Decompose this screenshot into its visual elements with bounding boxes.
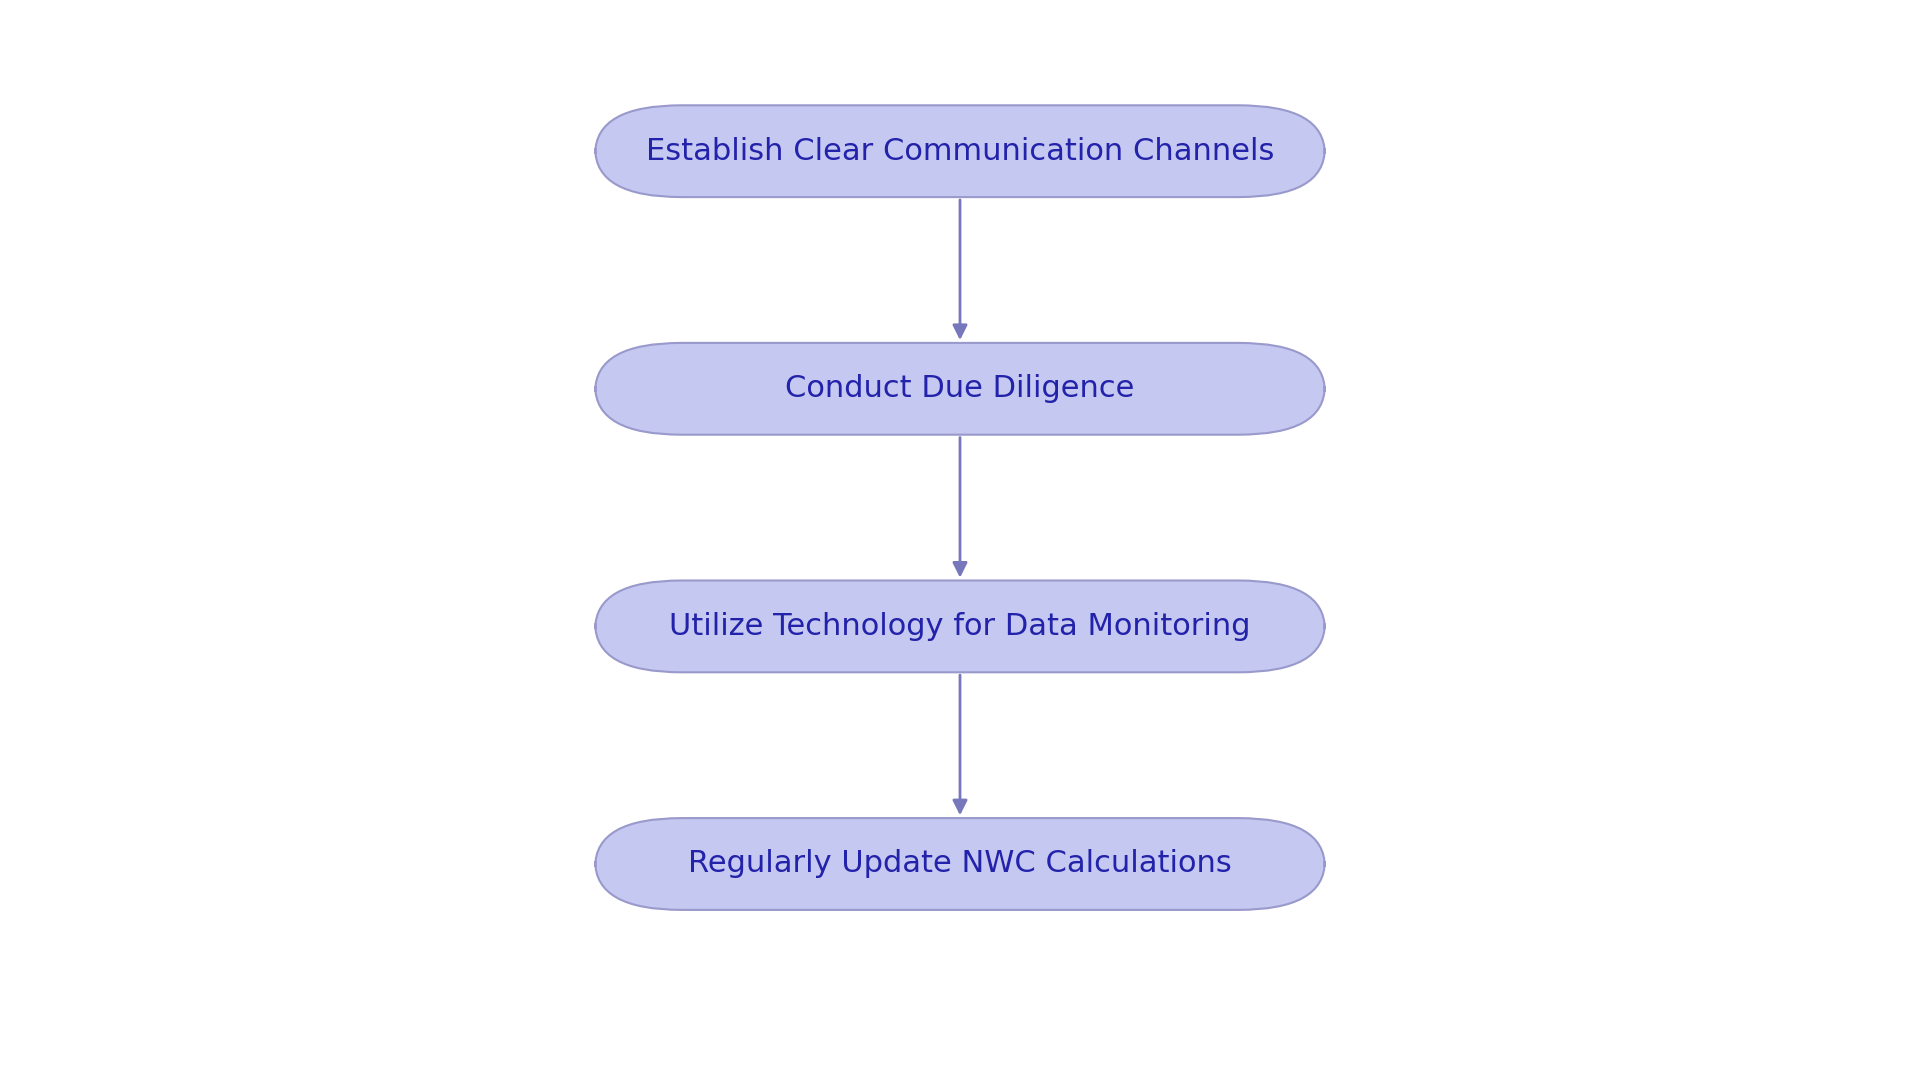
Text: Conduct Due Diligence: Conduct Due Diligence	[785, 375, 1135, 403]
FancyBboxPatch shape	[595, 343, 1325, 434]
FancyBboxPatch shape	[595, 581, 1325, 672]
Text: Utilize Technology for Data Monitoring: Utilize Technology for Data Monitoring	[670, 612, 1250, 640]
Text: Establish Clear Communication Channels: Establish Clear Communication Channels	[645, 137, 1275, 165]
FancyBboxPatch shape	[595, 106, 1325, 197]
Text: Regularly Update NWC Calculations: Regularly Update NWC Calculations	[687, 850, 1233, 878]
FancyBboxPatch shape	[595, 819, 1325, 909]
